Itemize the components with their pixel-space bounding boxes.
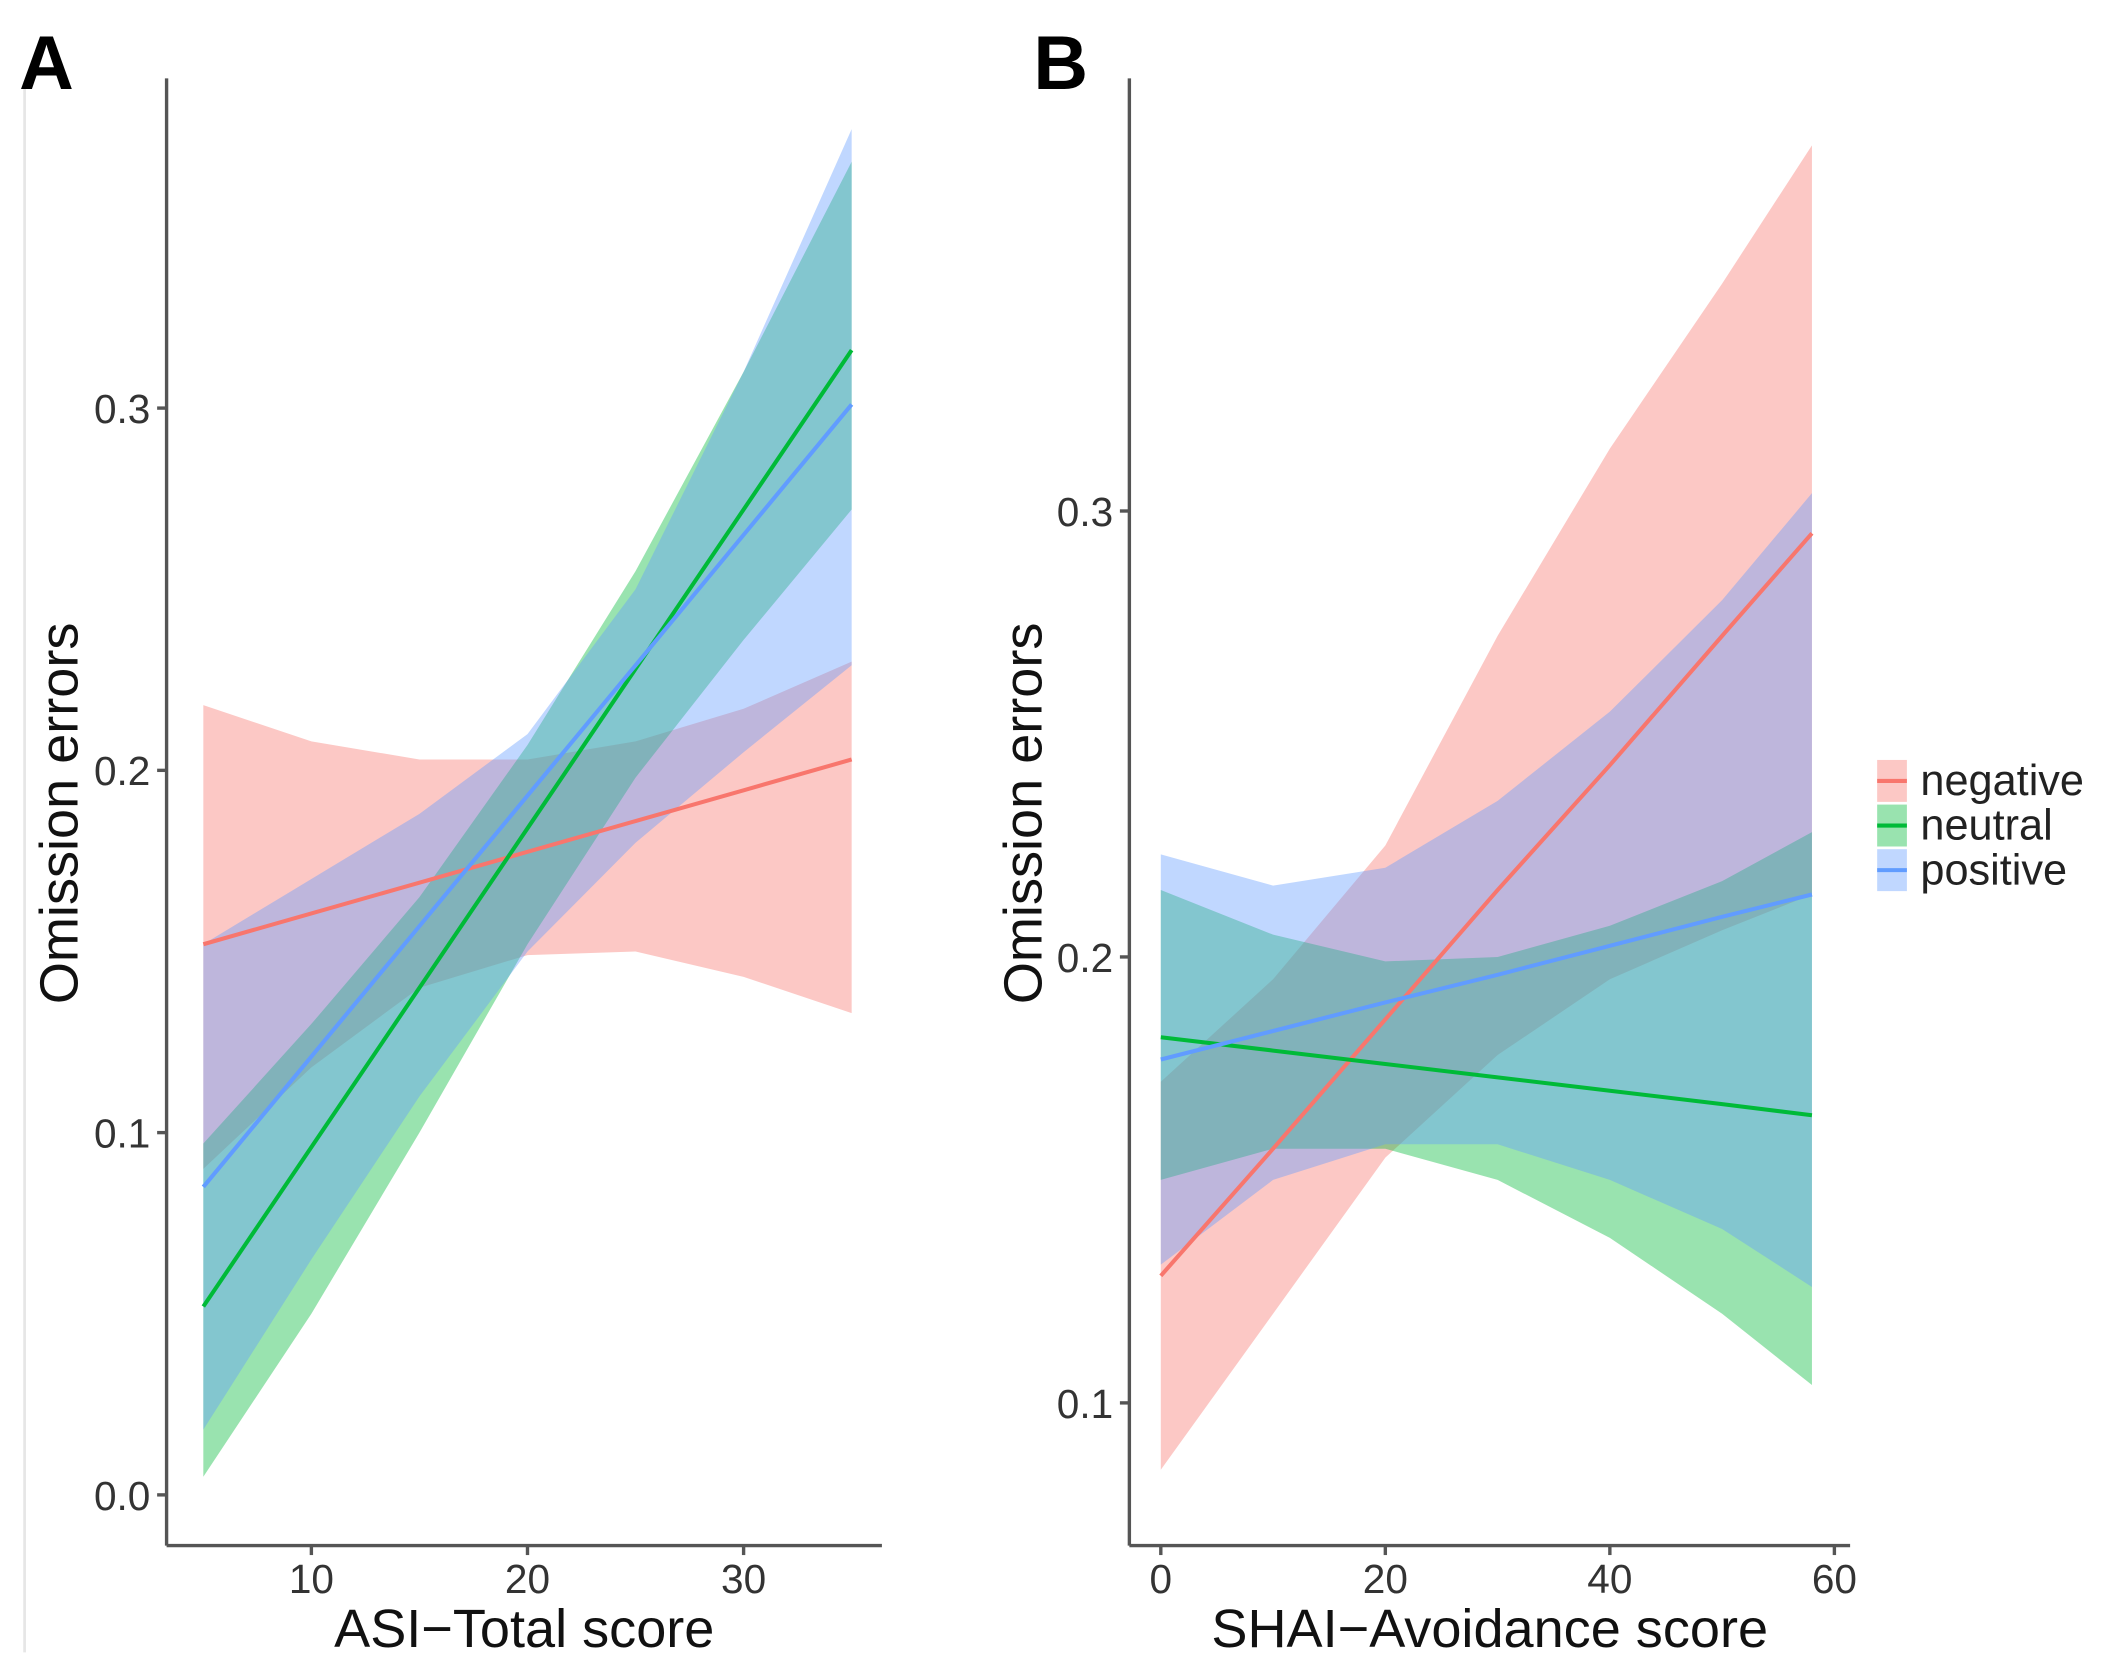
x-tick-label: 0: [1150, 1556, 1173, 1602]
y-tick-label: 0.1: [94, 1110, 150, 1156]
confidence-band-positive: [203, 129, 852, 1430]
confidence-band-negative: [1160, 145, 1812, 1470]
legend-item-negative: negative: [1877, 757, 2084, 805]
fit-line-negative: [202, 757, 853, 947]
fit-line-positive: [1160, 892, 1813, 1062]
panel-letter: B: [1033, 21, 1088, 106]
panel-letter: A: [19, 21, 74, 106]
x-tick-label: 20: [1363, 1556, 1408, 1602]
x-tick-label: 40: [1587, 1556, 1632, 1602]
legend-label-positive: positive: [1920, 846, 2067, 894]
y-tick-label: 0.2: [1057, 935, 1113, 981]
y-tick-label: 0.0: [94, 1473, 150, 1519]
confidence-band-neutral: [1160, 832, 1812, 1386]
x-tick-label: 10: [289, 1556, 334, 1602]
legend-label-neutral: neutral: [1920, 802, 2052, 850]
y-tick-label: 0.3: [94, 386, 150, 432]
x-tick-label: 60: [1812, 1556, 1857, 1602]
x-tick-label: 20: [505, 1556, 550, 1602]
fit-line-neutral: [1160, 1035, 1813, 1118]
y-tick-label: 0.2: [94, 748, 150, 794]
confidence-band-negative: [203, 661, 852, 1169]
fit-line-neutral: [201, 348, 854, 1308]
y-axis-title: Omission errors: [993, 623, 1053, 1005]
y-axis-title: Omission errors: [29, 623, 89, 1005]
legend-item-neutral: neutral: [1877, 802, 2053, 850]
confidence-band-neutral: [203, 161, 852, 1477]
fit-line-negative: [1159, 531, 1814, 1278]
x-tick-label: 30: [721, 1556, 766, 1602]
y-tick-label: 0.3: [1057, 489, 1113, 535]
y-tick-label: 0.1: [1057, 1381, 1113, 1427]
x-axis-title: ASI−Total score: [334, 1599, 714, 1659]
legend-label-negative: negative: [1920, 757, 2084, 805]
fit-line-positive: [201, 403, 854, 1189]
legend-item-positive: positive: [1877, 846, 2067, 894]
panel-b: 0.1 0.2 0.3 0 20 40 60 SHAI−Avoidance score Omis…: [993, 21, 1856, 1659]
x-axis-title: SHAI−Avoidance score: [1211, 1599, 1768, 1659]
